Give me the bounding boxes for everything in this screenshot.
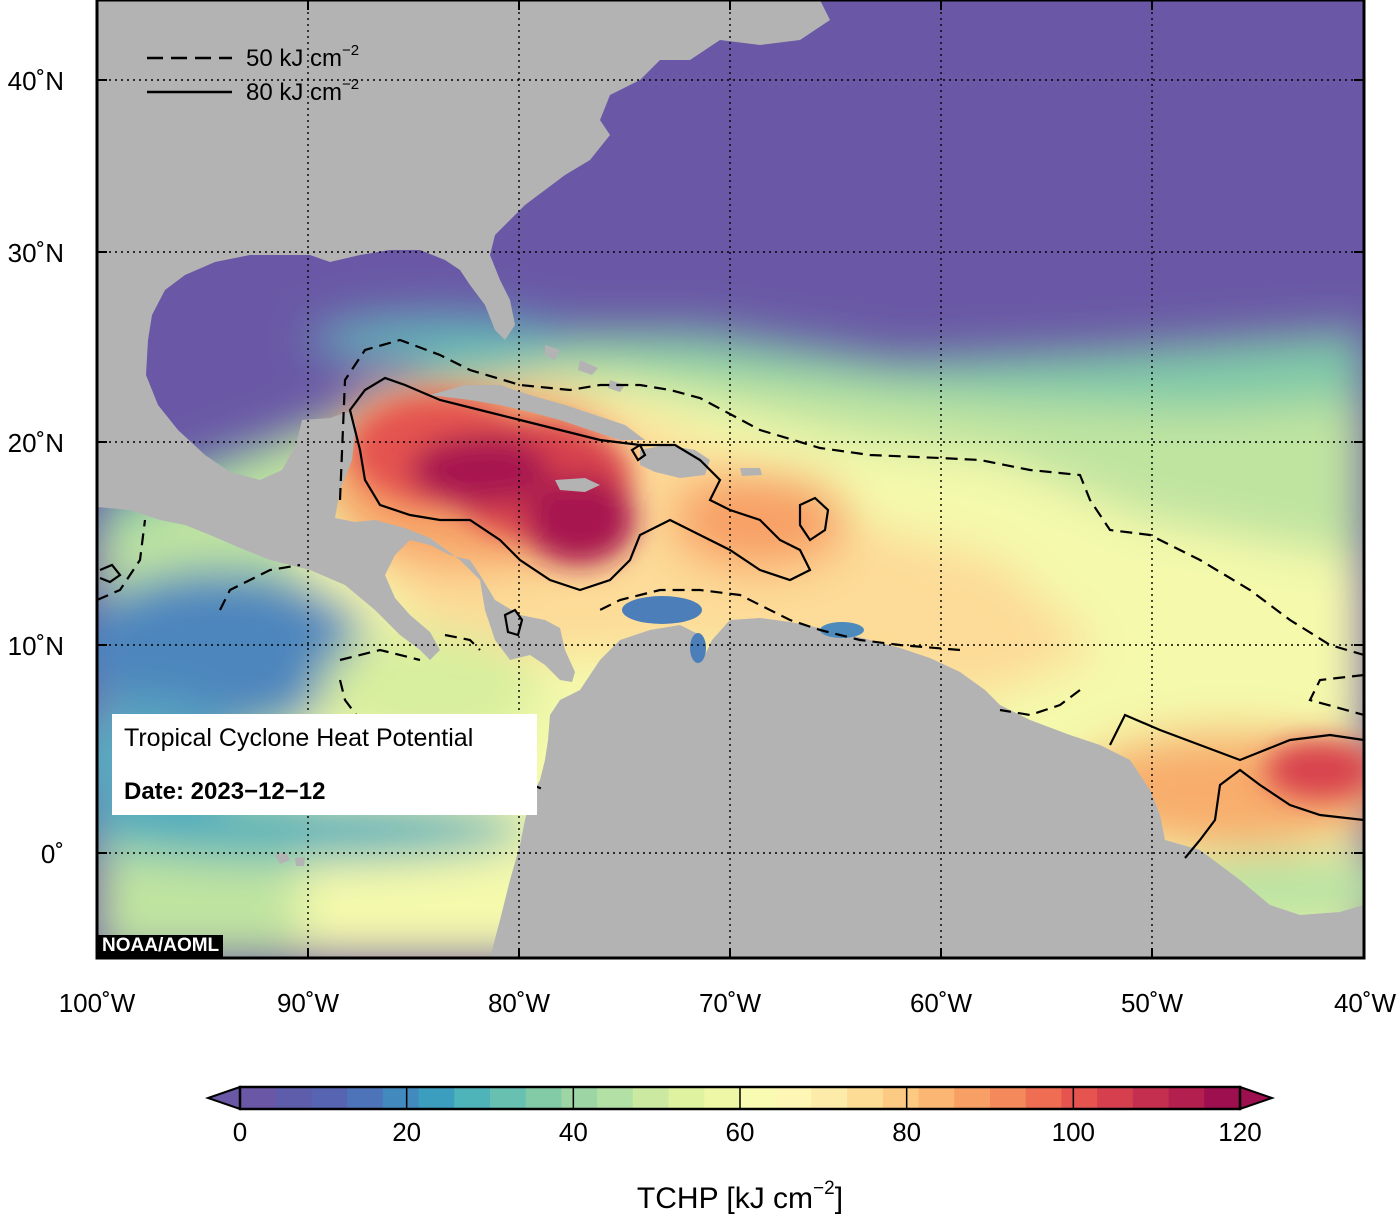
colorbar-tick-label: 0: [233, 1117, 247, 1147]
colorbar-swatch: [275, 1087, 313, 1109]
colorbar-swatch: [775, 1087, 813, 1109]
lat-label-20: 20˚N: [8, 428, 64, 458]
lat-label-0: 0˚: [41, 839, 64, 869]
red-core-equatorial: [1265, 740, 1364, 800]
colorbar-tick-label: 60: [726, 1117, 755, 1147]
colorbar-swatch: [561, 1087, 598, 1109]
colorbar-swatch: [632, 1087, 670, 1109]
info-title: Tropical Cyclone Heat Potential: [124, 724, 474, 752]
puerto-rico-land: [740, 468, 762, 476]
colorbar-swatch: [918, 1087, 955, 1109]
pacific-blue-patch: [97, 570, 370, 730]
contour-50-pacific: [97, 519, 546, 792]
legend-dashed-sup: −2: [342, 42, 359, 59]
land: [97, 0, 1364, 958]
colorbar-tick-label: 80: [892, 1117, 921, 1147]
contour-50-caribbean: [338, 338, 1364, 717]
contour-80-pacific: [99, 563, 122, 584]
colorbar-swatch: [418, 1087, 455, 1109]
legend-solid-sup: −2: [342, 76, 359, 93]
gulf-cyan-edge: [310, 315, 570, 365]
contour-80-hispaniola: [630, 443, 647, 462]
credit-label: NOAA/AOML: [98, 935, 224, 957]
heat-core: [350, 395, 1364, 800]
colorbar-swatch: [847, 1087, 884, 1109]
colorbar-tick-label: 40: [559, 1117, 588, 1147]
colorbar-swatch: [1097, 1087, 1134, 1109]
colorbar-swatch: [1204, 1087, 1241, 1109]
contour-80-island: [798, 496, 830, 542]
colorbar-swatch: [954, 1087, 991, 1109]
lon-label-50: 50˚W: [1121, 988, 1184, 1018]
colorbar-tick-label: 20: [392, 1117, 421, 1147]
colorbar-title-prefix: TCHP [kJ cm: [637, 1182, 813, 1215]
colorbar-swatch: [454, 1087, 491, 1109]
galapagos-land: [275, 852, 305, 866]
colorbar-swatch: [668, 1087, 705, 1109]
colorbar-swatch: [704, 1087, 741, 1109]
contour-legend: 50 kJ cm−2 80 kJ cm−2: [147, 42, 359, 106]
lon-label-70: 70˚W: [699, 988, 762, 1018]
colorbar-swatch: [811, 1087, 848, 1109]
colorbar-swatch: [1061, 1087, 1098, 1109]
lon-label-80: 80˚W: [488, 988, 551, 1018]
colorbar-swatch: [311, 1087, 348, 1109]
contours: [97, 338, 1364, 859]
north-america-land: [97, 0, 830, 682]
legend-dashed-label: 50 kJ cm−2: [246, 42, 359, 72]
axis-ticks: [97, 0, 1364, 958]
colorbar-swatch: [597, 1087, 634, 1109]
colorbar-swatch: [382, 1087, 420, 1109]
legend-solid-label: 80 kJ cm−2: [246, 76, 359, 106]
colorbar-title: TCHP [kJ cm−2]: [637, 1178, 843, 1215]
colorbar-swatch: [990, 1087, 1027, 1109]
colorbar: 0 20 40 60 80 100 120: [204, 1085, 1276, 1147]
jamaica-land: [555, 478, 600, 492]
lat-label-10: 10˚N: [8, 631, 64, 661]
colorbar-swatch: [347, 1087, 384, 1109]
colorbar-swatch: [1132, 1087, 1170, 1109]
colorbar-swatch: [525, 1087, 563, 1109]
colorbar-swatch: [240, 1087, 277, 1109]
bahamas-land: [545, 345, 625, 392]
colorbar-swatch: [1168, 1087, 1205, 1109]
contour-80-equatorial: [1109, 713, 1364, 859]
colorbar-max-arrow: [1239, 1085, 1276, 1111]
trinidad-cold-patch: [820, 622, 864, 638]
colorbar-min-arrow: [204, 1085, 241, 1111]
venezuela-basin-cold-patch: [622, 596, 702, 624]
lon-label-90: 90˚W: [277, 988, 340, 1018]
colorbar-swatch: [1025, 1087, 1063, 1109]
lon-label-100: 100˚W: [59, 988, 136, 1018]
colorbar-title-suffix: ]: [835, 1182, 843, 1215]
cuba-land: [430, 385, 645, 440]
colorbar-swatch: [490, 1087, 527, 1109]
lat-label-30: 30˚N: [8, 238, 64, 268]
colorbar-swatch: [882, 1087, 920, 1109]
south-america-land: [490, 618, 1364, 958]
legend-dashed-prefix: 50 kJ cm: [246, 45, 342, 72]
colorbar-tick-label: 100: [1052, 1117, 1095, 1147]
colorbar-title-sup: −2: [813, 1178, 835, 1199]
pacific-cyan-strip: [97, 800, 530, 860]
colorbar-swatch: [740, 1087, 777, 1109]
contour-80-caribbean: [348, 376, 812, 592]
legend-solid-prefix: 80 kJ cm: [246, 79, 342, 106]
hispaniola-land: [640, 445, 710, 478]
lon-label-60: 60˚W: [910, 988, 973, 1018]
crimson-core-1: [410, 435, 550, 505]
crimson-core-2: [525, 475, 635, 565]
info-box: Tropical Cyclone Heat Potential Date: 20…: [112, 714, 537, 815]
contour-80-small: [503, 608, 524, 637]
lon-label-40: 40˚W: [1334, 988, 1397, 1018]
lake-maracaibo: [690, 633, 706, 663]
info-date: Date: 2023−12−12: [124, 778, 326, 805]
lat-label-40: 40˚N: [8, 66, 64, 96]
colorbar-tick-label: 120: [1218, 1117, 1261, 1147]
